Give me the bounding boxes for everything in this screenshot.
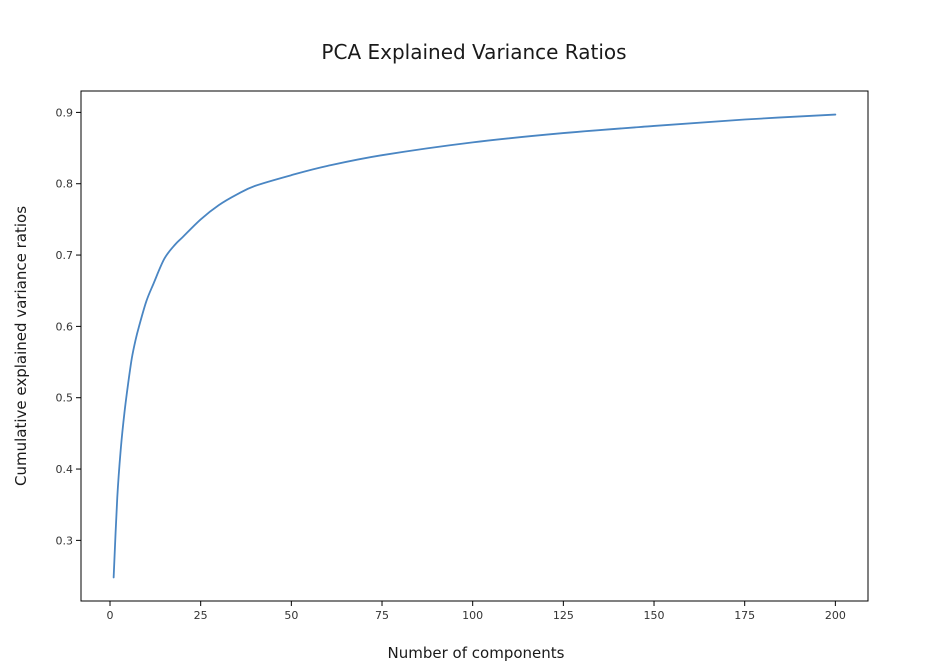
y-tick-label: 0.5: [56, 392, 74, 405]
plot-area: [80, 90, 869, 602]
x-tick-label: 150: [644, 609, 665, 622]
x-axis-label: Number of components: [388, 644, 565, 662]
x-tick-label: 25: [194, 609, 208, 622]
x-tick-label: 75: [375, 609, 389, 622]
y-axis: 0.3 0.4 0.5 0.6 0.7 0.8 0.9: [56, 106, 81, 547]
y-tick-label: 0.7: [56, 249, 74, 262]
y-tick-label: 0.9: [56, 106, 74, 119]
y-axis-label: Cumulative explained variance ratios: [12, 206, 30, 486]
x-axis: 0 25 50 75 100 125 150 175 200: [107, 601, 846, 622]
x-tick-label: 175: [734, 609, 755, 622]
series-line-0: [112, 113, 837, 579]
y-tick-label: 0.3: [56, 534, 74, 547]
series-layer: [112, 113, 837, 579]
x-tick-label: 0: [107, 609, 114, 622]
x-tick-label: 125: [553, 609, 574, 622]
y-tick-label: 0.6: [56, 320, 74, 333]
plot-frame: [80, 90, 869, 602]
x-tick-label: 100: [462, 609, 483, 622]
x-tick-label: 50: [284, 609, 298, 622]
y-tick-label: 0.8: [56, 178, 74, 191]
chart-title: PCA Explained Variance Ratios: [321, 40, 626, 64]
x-tick-label: 200: [825, 609, 846, 622]
y-tick-label: 0.4: [56, 463, 74, 476]
